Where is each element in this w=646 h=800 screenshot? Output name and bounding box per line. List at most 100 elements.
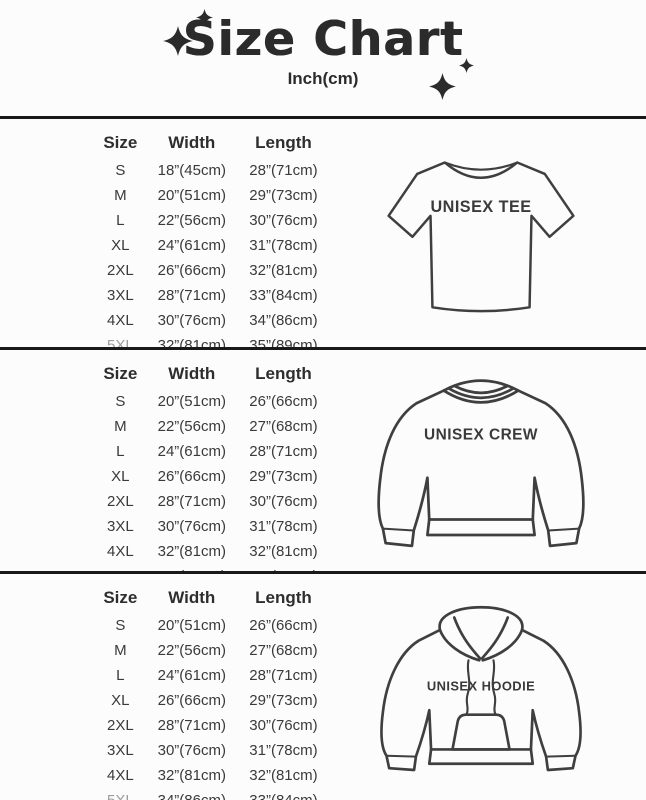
tee-outline [387,161,575,313]
width-cell: 22”(56cm) [157,212,226,229]
width-cell: 30”(76cm) [157,518,226,535]
size-row: XL 26”(66cm) 29”(73cm) [94,464,330,489]
size-row: 2XL 26”(66cm) 32”(81cm) [94,258,330,283]
col-header-size: Size [103,133,138,152]
tee-illustration-column: UNISEX TEE [330,119,646,347]
size-table-body: S 18”(45cm) 28”(71cm) M 20”(51cm) 29”(73… [94,158,330,347]
hoodie-label: UNISEX HOODIE [427,678,535,693]
size-cell: 4XL [106,543,134,560]
sparkle-icon [196,9,213,26]
crew-right-sleeve [516,389,585,548]
size-cell: S [115,162,126,179]
length-cell: 30”(76cm) [249,212,318,229]
length-cell: 34”(86cm) [249,312,318,329]
width-cell: 24”(61cm) [157,237,226,254]
size-cell: L [116,443,125,460]
length-cell: 33”(84cm) [237,564,330,571]
section-unisex-hoodie: Size Width Length S 20”(51cm) 26”(66cm) [0,571,646,800]
section-unisex-crew: Size Width Length S 20”(51cm) 26”(66cm) [0,347,646,571]
width-cell: 20”(51cm) [157,393,226,410]
length-cell: 30”(76cm) [249,717,318,734]
size-cell: 4XL [106,312,134,329]
hoodie-illustration-column: UNISEX HOODIE [330,574,646,800]
col-header-length: Length [255,588,312,607]
width-cell: 22”(56cm) [157,418,226,435]
size-cell: 3XL [106,518,134,535]
length-cell: 29”(73cm) [249,692,318,709]
size-row: M 20”(51cm) 29”(73cm) [94,183,330,208]
unisex-tee-illustration-icon: UNISEX TEE [387,161,575,313]
width-cell: 20”(51cm) [157,187,226,204]
size-row: 2XL 28”(71cm) 30”(76cm) [94,713,330,738]
size-table-header-row: Size Width Length [94,133,330,158]
length-cell: 30”(76cm) [249,493,318,510]
width-cell: 24”(61cm) [157,667,226,684]
width-cell: 22”(56cm) [157,642,226,659]
size-table-body: S 20”(51cm) 26”(66cm) M 22”(56cm) 27”(68… [94,613,330,800]
crew-cuff-lines [381,527,581,532]
size-row: S 18”(45cm) 28”(71cm) [94,158,330,183]
size-row: 4XL 32”(81cm) 32”(81cm) [94,763,330,788]
col-header-size: Size [103,364,138,383]
length-cell: 28”(71cm) [249,162,318,179]
section-unisex-tee: Size Width Length S 18”(45cm) 28”(71cm) [0,116,646,347]
width-cell: 26”(66cm) [157,468,226,485]
hoodie-hem-band [427,747,535,765]
width-cell: 32”(81cm) [157,337,226,347]
page-title: Size Chart [182,12,464,67]
hoodie-kangaroo-pocket [451,712,511,751]
page-subtitle: Inch(cm) [287,68,359,88]
length-cell: 33”(84cm) [249,287,318,304]
size-cell: M [114,642,127,659]
size-row: 5XL 34”(86cm) 33”(84cm) [94,564,330,571]
length-cell: 35”(89cm) [249,337,318,347]
width-cell: 30”(76cm) [157,742,226,759]
crew-hem-band [426,518,536,537]
length-cell: 26”(66cm) [249,393,318,410]
size-table-header-row: Size Width Length [94,588,330,613]
tee-back-collar [443,161,519,171]
length-cell: 28”(71cm) [249,443,318,460]
size-row: 2XL 28”(71cm) 30”(76cm) [94,489,330,514]
hoodie-table-column: Size Width Length S 20”(51cm) 26”(66cm) [0,574,330,800]
width-cell: 20”(51cm) [157,617,226,634]
width-cell: 24”(61cm) [157,443,226,460]
sparkle-icon [429,73,456,100]
size-row: L 24”(61cm) 28”(71cm) [94,663,330,688]
col-header-width: Width [168,364,216,383]
size-cell: XL [111,237,130,254]
size-row: L 24”(61cm) 28”(71cm) [94,439,330,464]
sparkle-icon [459,58,474,73]
size-cell: 2XL [106,717,134,734]
crew-collar [442,379,520,404]
size-table-header-row: Size Width Length [94,364,330,389]
size-cell: 3XL [106,287,134,304]
size-cell: L [116,667,125,684]
col-header-width: Width [168,588,216,607]
width-cell: 28”(71cm) [157,493,226,510]
size-cell: 2XL [106,262,134,279]
width-cell: 32”(81cm) [157,767,226,784]
length-cell: 27”(68cm) [249,418,318,435]
size-cell: L [116,212,125,229]
crew-illustration-column: UNISEX CREW [330,350,646,571]
width-cell: 18”(45cm) [157,162,226,179]
size-row: S 20”(51cm) 26”(66cm) [94,613,330,638]
size-cell: XL [111,692,130,709]
size-row: S 20”(51cm) 26”(66cm) [94,389,330,414]
tee-table-column: Size Width Length S 18”(45cm) 28”(71cm) [0,119,330,347]
hoodie-hood [438,605,524,662]
hoodie-cuff-lines [385,754,577,758]
length-cell: 31”(78cm) [249,742,318,759]
length-cell: 29”(73cm) [249,468,318,485]
unisex-hoodie-illustration-icon: UNISEX HOODIE [380,605,582,771]
size-row: XL 24”(61cm) 31”(78cm) [94,233,330,258]
width-cell: 28”(71cm) [157,287,226,304]
size-table-crew: Size Width Length S 20”(51cm) 26”(66cm) [94,364,330,571]
size-cell: M [114,418,127,435]
size-cell: 2XL [106,493,134,510]
size-row: XL 26”(66cm) 29”(73cm) [94,688,330,713]
size-row: L 22”(56cm) 30”(76cm) [94,208,330,233]
col-header-length: Length [255,364,312,383]
